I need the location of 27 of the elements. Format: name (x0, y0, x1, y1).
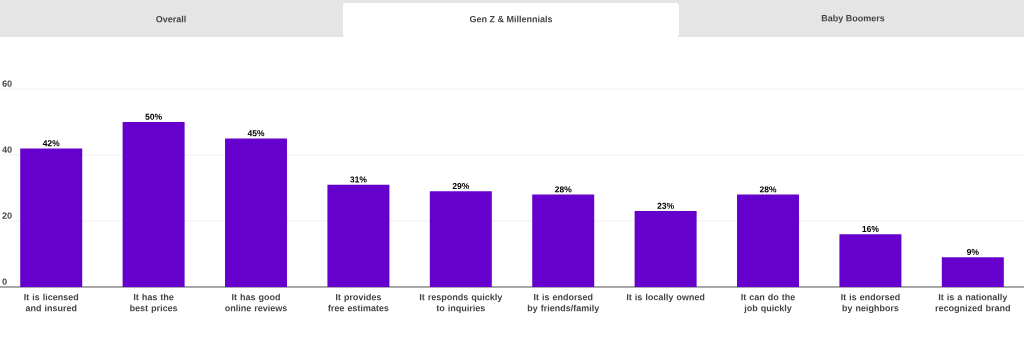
y-tick-label: 0 (2, 278, 7, 285)
x-tick-label: It is locally owned (626, 293, 705, 303)
y-tick-label: 40 (2, 146, 12, 153)
data-label: 16% (862, 225, 879, 232)
data-label: 50% (145, 113, 162, 120)
data-label: 29% (452, 183, 470, 190)
x-tick-label: It has the best prices (130, 293, 178, 314)
x-tick-label: It is endorsed by neighbors (841, 293, 900, 314)
chart-title: Gen Z & Millennials (469, 15, 553, 23)
data-label: 31% (350, 176, 367, 183)
text: Baby Boomers (821, 14, 885, 24)
x-tick-label: It is a nationally recognized brand (935, 293, 1010, 314)
y-tick-label: 20 (2, 212, 12, 219)
data-label: 45% (247, 130, 265, 137)
y-tick-label: 60 (2, 80, 12, 87)
x-tick-label: It can do the job quickly (741, 293, 795, 314)
data-label: 9% (966, 249, 979, 256)
x-tick-label: It responds quickly to inquiries (419, 293, 503, 314)
data-label: 42% (42, 140, 60, 147)
x-tick-label: It is licensed and insured (24, 293, 79, 312)
data-label: 28% (555, 186, 572, 193)
x-tick-label: It is endorsed by friends/family (527, 293, 600, 314)
data-label: 28% (759, 186, 777, 193)
data-label: 23% (657, 202, 674, 209)
x-tick-label: It has good online reviews (225, 293, 287, 312)
x-tick-label: It provides free estimates (328, 293, 389, 312)
text: Overall (156, 15, 186, 23)
